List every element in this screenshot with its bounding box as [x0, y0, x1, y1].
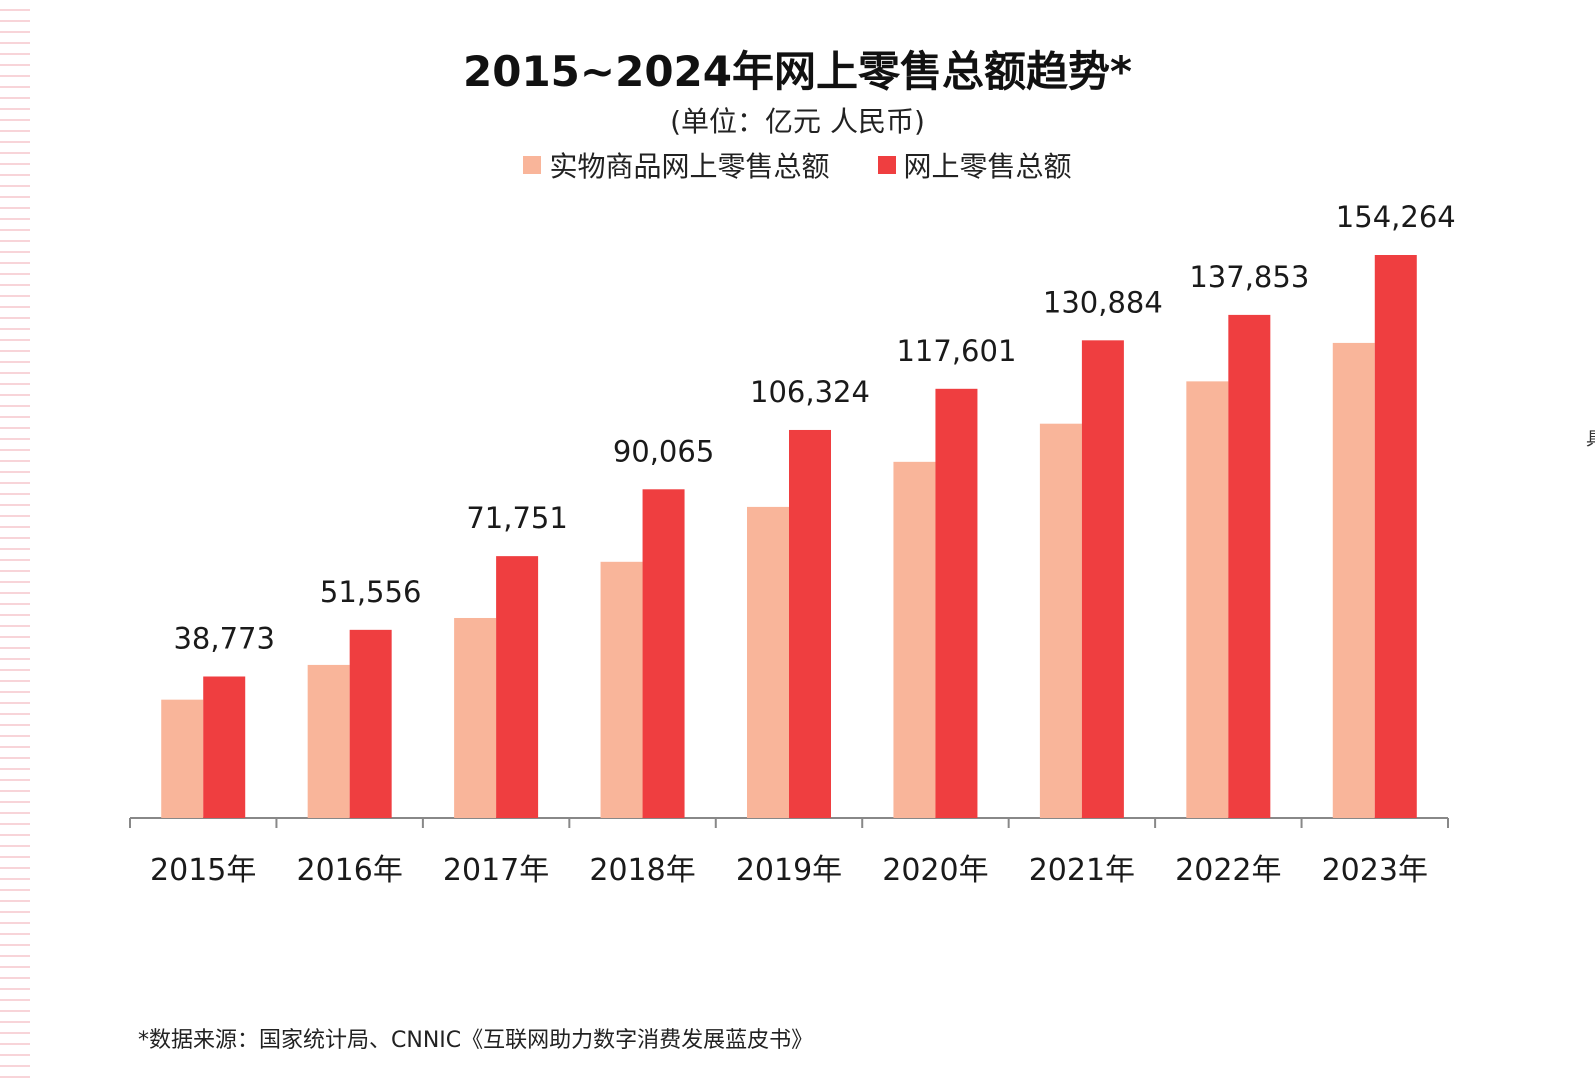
decorative-stripes: [0, 0, 30, 1080]
bar-online-total: [349, 629, 392, 818]
edge-mark: 具: [1586, 425, 1595, 451]
data-label: 154,264: [1336, 200, 1456, 234]
x-tick-label: 2019年: [736, 853, 842, 888]
bar-physical-goods: [454, 617, 497, 818]
data-label: 106,324: [750, 375, 870, 409]
legend: 实物商品网上零售总额 网上零售总额: [0, 145, 1595, 185]
x-tick-label: 2023年: [1322, 853, 1428, 888]
legend-swatch-total: [877, 156, 896, 174]
bar-physical-goods: [1186, 381, 1229, 818]
bar-physical-goods: [1039, 423, 1082, 818]
bar-online-total: [935, 388, 978, 818]
data-label: 137,853: [1189, 260, 1309, 294]
x-tick-label: 2016年: [296, 853, 402, 888]
x-tick-label: 2021年: [1029, 853, 1135, 888]
bar-physical-goods: [1332, 342, 1375, 818]
bar-online-total: [1081, 340, 1124, 818]
legend-item-total: 网上零售总额: [877, 145, 1072, 185]
bar-online-total: [789, 429, 831, 818]
bar-physical-goods: [747, 506, 789, 818]
bar-online-total: [203, 676, 246, 818]
x-tick-label: 2018年: [589, 853, 695, 888]
x-tick-label: 2015年: [150, 853, 256, 888]
bar-online-total: [1374, 255, 1417, 818]
legend-label-total: 网上零售总额: [903, 150, 1072, 183]
bar-physical-goods: [307, 664, 350, 818]
legend-item-physical: 实物商品网上零售总额: [523, 145, 830, 185]
x-tick-label: 2020年: [882, 853, 988, 888]
bar-physical-goods: [600, 561, 643, 818]
x-tick-label: 2017年: [443, 853, 549, 888]
chart-title: 2015~2024年网上零售总额趋势*: [463, 47, 1132, 96]
data-label: 51,556: [320, 575, 421, 609]
bar-physical-goods: [893, 461, 936, 818]
data-label: 90,065: [613, 434, 714, 468]
data-label: 38,773: [173, 621, 274, 655]
bar-online-total: [496, 556, 539, 818]
data-label: 71,751: [466, 501, 567, 535]
chart-subtitle: (单位：亿元 人民币): [670, 105, 925, 138]
data-label: 130,884: [1043, 285, 1163, 319]
bar-physical-goods: [161, 699, 204, 818]
x-tick-label: 2022年: [1175, 853, 1281, 888]
bar-online-total: [642, 489, 685, 818]
source-note: *数据来源：国家统计局、CNNIC《互联网助力数字消费发展蓝皮书》: [138, 1028, 814, 1053]
legend-label-physical: 实物商品网上零售总额: [549, 150, 830, 183]
bar-online-total: [1228, 314, 1271, 818]
data-label: 117,601: [896, 334, 1016, 368]
legend-swatch-physical: [523, 156, 542, 174]
